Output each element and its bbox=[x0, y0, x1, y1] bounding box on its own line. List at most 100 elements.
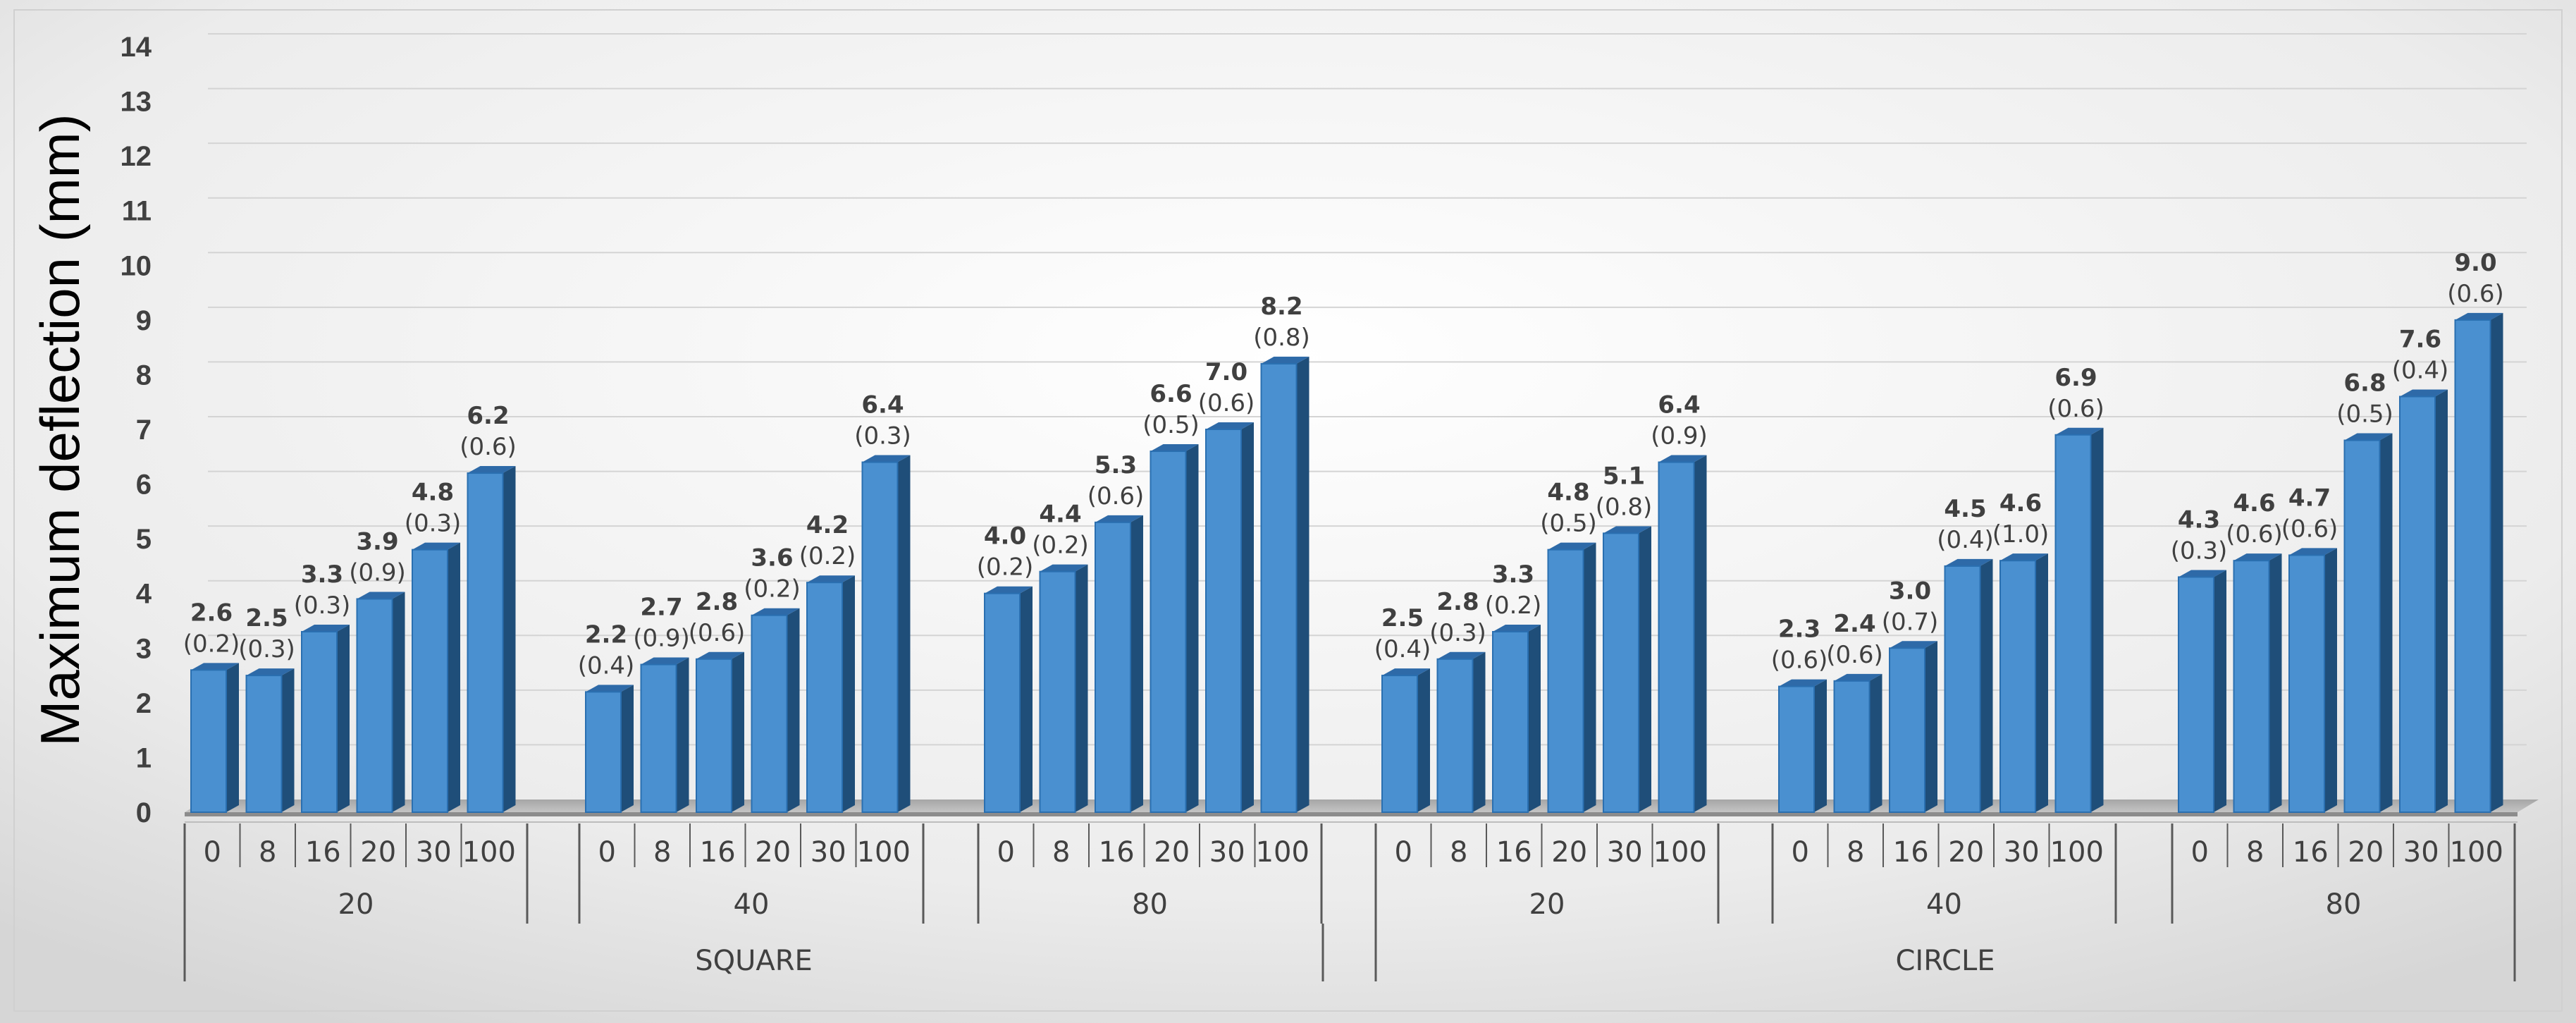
bar-top-square-40-0 bbox=[586, 685, 634, 692]
category-label-circle-40-30: 30 bbox=[2004, 836, 2040, 869]
category-label-square-80-100: 100 bbox=[1256, 836, 1309, 869]
value-label-square-80-16: 5.3 bbox=[1095, 451, 1137, 479]
sd-label-square-40-100: (0.3) bbox=[854, 422, 911, 451]
bar-square-40-100 bbox=[861, 461, 899, 813]
bar-circle-20-16 bbox=[1492, 631, 1529, 813]
category-label-square-80-30: 30 bbox=[1209, 836, 1245, 869]
bar-top-circle-40-8 bbox=[1834, 673, 1882, 681]
category-label-square-20-20: 20 bbox=[360, 836, 396, 869]
category-label-square-80-8: 8 bbox=[1052, 836, 1070, 869]
bar-side-circle-40-30 bbox=[2035, 553, 2048, 812]
category-label-square-40-8: 8 bbox=[653, 836, 671, 869]
shape-label-square: SQUARE bbox=[695, 945, 813, 977]
size-label-circle-20: 20 bbox=[1529, 888, 1565, 921]
size-label-square-20: 20 bbox=[338, 888, 374, 921]
value-label-square-40-0: 2.2 bbox=[585, 620, 627, 649]
bar-circle-40-0 bbox=[1778, 685, 1815, 813]
bar-circle-80-30 bbox=[2399, 396, 2436, 813]
bar-side-circle-20-20 bbox=[1583, 542, 1596, 812]
bars bbox=[190, 312, 2503, 814]
sd-label-circle-80-8: (0.6) bbox=[2226, 520, 2283, 549]
bar-side-circle-20-8 bbox=[1472, 651, 1486, 812]
bar-top-circle-80-30 bbox=[2400, 389, 2448, 397]
bar-side-square-20-20 bbox=[392, 592, 405, 812]
gridlines bbox=[208, 33, 2527, 746]
bar-side-square-20-30 bbox=[448, 542, 460, 812]
bar-circle-40-16 bbox=[1889, 647, 1925, 813]
category-label-square-20-100: 100 bbox=[462, 836, 516, 869]
value-label-square-40-16: 2.8 bbox=[696, 588, 738, 616]
category-label-square-80-20: 20 bbox=[1154, 836, 1190, 869]
category-label-square-40-30: 30 bbox=[811, 836, 846, 869]
bar-square-80-30 bbox=[1205, 429, 1242, 813]
value-label-square-20-16: 3.3 bbox=[301, 560, 343, 589]
sd-label-circle-20-30: (0.8) bbox=[1596, 493, 1653, 521]
category-label-circle-20-30: 30 bbox=[1607, 836, 1643, 869]
value-label-circle-80-30: 7.6 bbox=[2399, 325, 2441, 353]
sd-label-circle-80-0: (0.3) bbox=[2171, 537, 2228, 565]
bar-side-circle-80-8 bbox=[2269, 553, 2282, 812]
bar-side-circle-80-0 bbox=[2214, 570, 2226, 812]
bar-square-80-20 bbox=[1150, 451, 1187, 813]
bar-top-circle-80-16 bbox=[2289, 548, 2337, 556]
sd-label-circle-20-100: (0.9) bbox=[1651, 422, 1708, 451]
bar-side-square-20-8 bbox=[281, 668, 295, 812]
bar-square-40-16 bbox=[696, 658, 732, 813]
bar-top-square-20-100 bbox=[467, 466, 516, 474]
bar-circle-80-20 bbox=[2343, 439, 2381, 813]
bar-side-square-80-8 bbox=[1075, 564, 1088, 812]
sd-label-square-20-30: (0.3) bbox=[405, 510, 462, 538]
category-label-circle-80-16: 16 bbox=[2293, 836, 2329, 869]
bar-top-circle-20-8 bbox=[1437, 651, 1486, 659]
value-label-circle-80-0: 4.3 bbox=[2178, 506, 2220, 534]
value-label-square-20-100: 6.2 bbox=[467, 402, 509, 430]
bar-top-square-20-16 bbox=[302, 625, 350, 632]
category-label-square-40-0: 0 bbox=[598, 836, 616, 869]
ytick-label-13: 13 bbox=[121, 87, 152, 118]
ytick-label-5: 5 bbox=[136, 524, 152, 555]
ytick-label-3: 3 bbox=[136, 633, 152, 664]
value-label-square-40-30: 4.2 bbox=[806, 511, 849, 539]
bar-circle-40-30 bbox=[1999, 560, 2036, 814]
bar-top-circle-40-100 bbox=[2055, 427, 2104, 435]
bar-circle-20-20 bbox=[1547, 549, 1584, 814]
sd-label-square-40-16: (0.6) bbox=[689, 619, 746, 647]
sd-label-square-20-20: (0.9) bbox=[349, 558, 406, 587]
bar-side-circle-40-8 bbox=[1869, 673, 1882, 812]
value-label-square-80-8: 4.4 bbox=[1039, 501, 1081, 529]
bar-side-circle-20-0 bbox=[1417, 668, 1430, 812]
bar-side-circle-80-16 bbox=[2324, 548, 2337, 812]
ytick-label-11: 11 bbox=[122, 196, 152, 227]
ytick-label-4: 4 bbox=[136, 579, 152, 610]
bar-side-square-40-0 bbox=[621, 685, 634, 812]
value-label-circle-80-100: 9.0 bbox=[2454, 249, 2496, 277]
bar-top-square-80-20 bbox=[1150, 444, 1199, 452]
bar-side-square-20-16 bbox=[337, 625, 350, 812]
bar-top-square-40-8 bbox=[641, 657, 689, 665]
value-label-square-40-8: 2.7 bbox=[640, 594, 682, 622]
y-axis-label: Maximum deflection (mm) bbox=[29, 114, 91, 746]
sd-label-square-40-8: (0.9) bbox=[633, 625, 690, 653]
value-label-circle-40-30: 4.6 bbox=[1999, 489, 2042, 517]
sd-label-circle-40-16: (0.7) bbox=[1882, 608, 1939, 636]
bar-top-square-20-20 bbox=[357, 592, 405, 599]
bar-top-circle-20-30 bbox=[1603, 526, 1651, 534]
bar-side-square-40-20 bbox=[787, 608, 800, 812]
bar-top-circle-80-100 bbox=[2455, 312, 2503, 320]
bar-side-circle-20-16 bbox=[1528, 625, 1541, 812]
bar-side-circle-80-100 bbox=[2490, 312, 2503, 812]
ytick-label-0: 0 bbox=[136, 797, 152, 828]
bar-square-40-30 bbox=[806, 582, 843, 813]
ytick-label-1: 1 bbox=[136, 742, 152, 773]
bar-side-square-80-30 bbox=[1241, 422, 1254, 812]
sd-label-circle-80-20: (0.5) bbox=[2336, 400, 2393, 429]
bar-top-square-40-20 bbox=[751, 608, 800, 615]
bar-circle-40-20 bbox=[1944, 565, 1981, 814]
sd-label-circle-40-8: (0.6) bbox=[1826, 641, 1883, 669]
category-label-circle-80-100: 100 bbox=[2450, 836, 2503, 869]
sd-label-circle-80-16: (0.6) bbox=[2281, 515, 2338, 543]
value-label-circle-20-20: 4.8 bbox=[1547, 479, 1589, 507]
bar-side-square-40-16 bbox=[732, 651, 744, 812]
size-label-circle-40: 40 bbox=[1926, 888, 1962, 921]
